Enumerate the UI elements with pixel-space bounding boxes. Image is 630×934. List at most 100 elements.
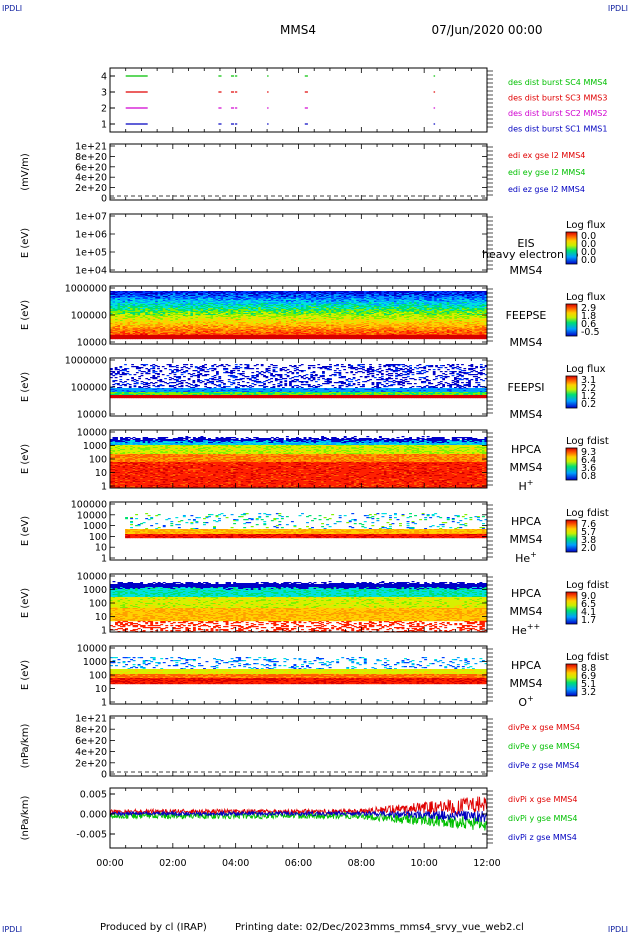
spectrogram-cell <box>368 318 372 321</box>
spectrogram-cell <box>155 324 159 328</box>
spectrogram-cell <box>429 335 433 340</box>
spectrogram-cell <box>263 324 267 329</box>
spectrogram-cell <box>283 296 287 298</box>
spectrogram-cell <box>235 317 239 319</box>
spectrogram-cell <box>205 331 209 334</box>
spectrogram-cell <box>476 327 480 330</box>
spectrogram-cell <box>150 299 154 301</box>
spectrogram-cell <box>429 324 433 327</box>
spectrogram-cell <box>157 368 160 370</box>
spectrogram-cell <box>147 331 151 333</box>
spectrogram-cell <box>185 324 189 327</box>
spectrogram-cell <box>197 293 201 296</box>
spectrogram-cell <box>182 296 186 300</box>
spectrogram-cell <box>454 316 458 320</box>
spectrogram-cell <box>115 298 118 306</box>
spectrogram-cell <box>120 320 123 322</box>
spectrogram-cell <box>150 295 154 297</box>
spectrogram-cell <box>135 319 139 321</box>
spectrogram-cell <box>142 299 146 301</box>
spectrogram-cell <box>145 293 149 297</box>
spectrogram-cell <box>431 294 435 297</box>
spectrogram-cell <box>265 301 269 304</box>
spectrogram-cell <box>461 321 465 329</box>
spectrogram-cell <box>225 306 229 310</box>
spectrogram-cell <box>293 300 297 302</box>
spectrogram-cell <box>233 310 237 313</box>
spectrogram-cell <box>275 293 279 295</box>
spectrogram-cell <box>137 307 141 309</box>
spectrogram-cell <box>323 323 327 328</box>
spectrogram-cell <box>283 314 287 316</box>
spectrogram-cell <box>356 335 360 340</box>
spectrogram-cell <box>131 377 134 380</box>
spectrogram-cell <box>177 298 181 304</box>
spectrogram-cell <box>135 306 139 309</box>
spectrogram-cell <box>421 320 425 323</box>
spectrogram-cell <box>213 325 216 327</box>
spectrogram-cell <box>180 380 184 382</box>
y-tick-label: 6e+20 <box>75 162 107 173</box>
spectrogram-cell <box>213 331 216 333</box>
spectrogram-cell <box>255 294 259 297</box>
spectrogram-cell <box>145 332 149 334</box>
spectrogram-cell <box>481 322 485 326</box>
spectrogram-cell <box>117 313 121 315</box>
spectrogram-cell <box>303 314 307 317</box>
spectrogram-cell <box>446 311 450 315</box>
spectrogram-cell <box>152 385 156 387</box>
spectrogram-cell <box>275 310 279 313</box>
spectrogram-cell <box>270 305 274 307</box>
spectrogram-cell <box>303 319 307 322</box>
spectrogram-cell <box>155 303 159 306</box>
spectrogram-cell <box>419 317 423 320</box>
spectrogram-cell <box>182 317 186 319</box>
spectrogram-cell <box>303 322 307 325</box>
y-tick-label: 3 <box>101 88 107 99</box>
spectrogram-cell <box>135 308 139 313</box>
spectrogram-cell <box>213 314 216 316</box>
spectrogram-cell <box>182 291 186 293</box>
spectrogram-cell <box>122 330 126 332</box>
spectrogram-cell <box>138 367 142 370</box>
spectrogram-cell <box>253 321 257 325</box>
spectrogram-cell <box>449 291 453 294</box>
spectrogram-cell <box>295 296 299 298</box>
spectrogram-cell <box>414 332 418 335</box>
spectrogram-cell <box>424 307 428 312</box>
spectrogram-cell <box>258 294 262 299</box>
spectrogram-cell <box>446 316 450 319</box>
spectrogram-cell <box>182 299 186 301</box>
spectrogram-cell <box>218 301 221 304</box>
spectrogram-cell <box>255 292 259 294</box>
spectrogram-cell <box>213 303 216 305</box>
spectrogram-cell <box>258 304 262 306</box>
spectrogram-cell <box>220 315 224 318</box>
spectrogram-cell <box>155 319 159 321</box>
spectrogram-cell <box>135 312 139 314</box>
spectrogram-cell <box>205 315 209 318</box>
spectrogram-cell <box>426 315 430 318</box>
spectrogram-cell <box>190 395 193 399</box>
spectrogram-cell <box>434 323 438 326</box>
spectrogram-cell <box>194 384 198 388</box>
spectrogram-cell <box>200 335 204 340</box>
spectrogram-cell <box>449 311 453 317</box>
spectrogram-cell <box>270 306 274 309</box>
spectrogram-cell <box>285 310 289 312</box>
spectrogram-cell <box>456 335 460 340</box>
spectrogram-cell <box>358 322 362 325</box>
spectrogram-cell <box>194 388 198 393</box>
spectrogram-cell <box>278 308 282 310</box>
spectrogram-cell <box>165 302 169 305</box>
spectrogram-cell <box>127 318 131 323</box>
spectrogram-cell <box>135 291 139 294</box>
spectrogram-cell <box>449 321 453 324</box>
spectrogram-cell <box>202 334 206 336</box>
spectrogram-cell <box>167 314 171 316</box>
spectrogram-cell <box>182 292 186 294</box>
spectrogram-cell <box>117 298 121 300</box>
spectrogram-cell <box>265 308 269 310</box>
spectrogram-cell <box>215 301 219 303</box>
